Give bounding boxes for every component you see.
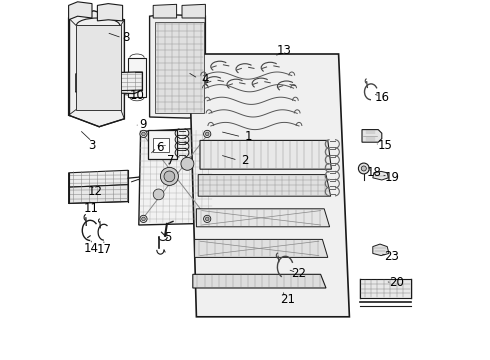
Polygon shape — [193, 274, 326, 288]
Text: 6: 6 — [156, 141, 164, 154]
Circle shape — [204, 215, 211, 222]
Text: 9: 9 — [140, 118, 147, 131]
Text: 18: 18 — [367, 166, 382, 179]
Polygon shape — [69, 170, 128, 187]
Polygon shape — [200, 140, 331, 169]
Text: 2: 2 — [241, 154, 249, 167]
Polygon shape — [76, 25, 121, 110]
Text: 17: 17 — [97, 243, 111, 256]
Polygon shape — [76, 72, 143, 94]
Text: 12: 12 — [88, 185, 103, 198]
Polygon shape — [198, 175, 331, 196]
Text: 1: 1 — [245, 130, 252, 143]
Polygon shape — [360, 279, 411, 298]
Text: 5: 5 — [164, 231, 171, 244]
Polygon shape — [373, 244, 389, 256]
Polygon shape — [148, 130, 176, 159]
Circle shape — [142, 132, 145, 136]
Circle shape — [160, 167, 178, 185]
Bar — [153, 138, 170, 152]
Text: 14: 14 — [83, 242, 98, 255]
Text: 23: 23 — [385, 250, 399, 263]
Text: 15: 15 — [378, 139, 393, 152]
Circle shape — [181, 157, 194, 170]
Polygon shape — [149, 14, 205, 118]
Polygon shape — [69, 2, 92, 20]
Polygon shape — [195, 239, 328, 257]
Polygon shape — [189, 54, 349, 317]
Text: 19: 19 — [385, 171, 400, 184]
Text: 11: 11 — [83, 202, 98, 215]
Polygon shape — [69, 185, 128, 203]
Polygon shape — [155, 22, 204, 113]
Text: 21: 21 — [280, 293, 295, 306]
Polygon shape — [208, 119, 219, 133]
Text: 13: 13 — [277, 44, 292, 57]
Text: 22: 22 — [292, 267, 307, 280]
Text: 10: 10 — [129, 89, 145, 102]
Circle shape — [205, 217, 209, 221]
Circle shape — [361, 166, 367, 171]
Circle shape — [140, 215, 147, 222]
Circle shape — [140, 130, 147, 138]
Circle shape — [358, 163, 369, 174]
Text: 8: 8 — [122, 31, 130, 44]
Polygon shape — [128, 58, 146, 97]
Circle shape — [142, 217, 145, 221]
Text: 7: 7 — [168, 154, 175, 167]
Polygon shape — [182, 4, 205, 18]
Circle shape — [153, 189, 164, 200]
Polygon shape — [153, 4, 176, 18]
Polygon shape — [196, 209, 330, 227]
Text: 16: 16 — [374, 91, 389, 104]
Polygon shape — [139, 128, 213, 225]
Text: 3: 3 — [88, 139, 96, 152]
Circle shape — [204, 130, 211, 138]
Text: 20: 20 — [389, 276, 404, 289]
Polygon shape — [69, 11, 124, 127]
Circle shape — [205, 132, 209, 136]
Circle shape — [164, 171, 175, 182]
Text: 4: 4 — [202, 73, 209, 86]
Polygon shape — [98, 4, 122, 21]
Polygon shape — [373, 171, 388, 180]
Polygon shape — [362, 130, 382, 142]
